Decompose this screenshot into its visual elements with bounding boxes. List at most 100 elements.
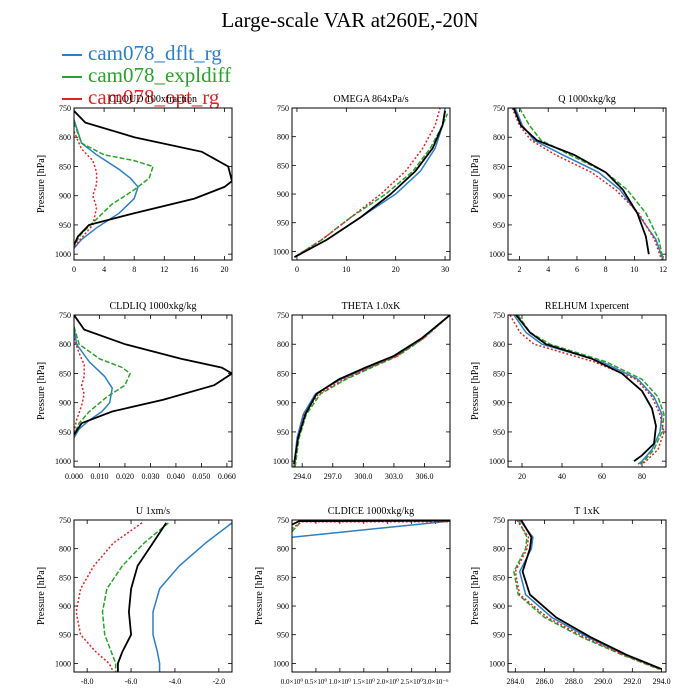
series-line-black — [74, 110, 232, 246]
x-tick-label: 20 — [392, 265, 400, 274]
legend-label: cam078_opt_rg — [88, 85, 220, 109]
y-axis-label: Pressure [hPa] — [36, 155, 47, 213]
series-line-dflt — [292, 520, 450, 538]
x-tick-label: -2.0 — [212, 677, 225, 686]
series-line-dflt — [514, 108, 664, 260]
x-tick-label: 2.0×10⁰ — [376, 678, 399, 686]
y-tick-label: 750 — [59, 311, 71, 320]
chart-panel-7: U 1xm/s Pressure [hPa] 750 800 850 900 950 1000… — [36, 506, 233, 686]
legend-item-opt: cam078_opt_rg — [62, 86, 219, 108]
x-tick-label: -6.0 — [125, 677, 138, 686]
series-line-dflt — [293, 315, 450, 467]
x-tick-label: 4 — [546, 265, 550, 274]
y-tick-label: 1000 — [55, 659, 71, 668]
x-tick-label: 8 — [604, 265, 608, 274]
y-tick-label: 950 — [493, 631, 505, 640]
y-tick-label: 950 — [59, 428, 71, 437]
panel-title: CLDICE 1000xkg/kg — [328, 506, 414, 517]
series-line-opt — [293, 315, 450, 467]
y-tick-label: 750 — [59, 516, 71, 525]
x-tick-label: 80 — [638, 472, 646, 481]
y-tick-label: 900 — [277, 602, 289, 611]
legend-label: cam078_expldiff — [88, 63, 232, 87]
series-line-opt — [75, 522, 143, 672]
x-tick-label: 294.0 — [653, 677, 671, 686]
panel-frame — [73, 519, 233, 673]
series-line-opt — [294, 108, 441, 258]
legend-item-expldiff: cam078_expldiff — [62, 64, 231, 86]
series-line-opt — [514, 520, 661, 670]
chart-panel-2: OMEGA 864xPa/s 750 800 850 900 950 1000 0 10 20 30 — [273, 94, 451, 274]
panel-frame — [507, 107, 667, 261]
legend-swatch — [62, 76, 82, 79]
panel-title: THETA 1.0xK — [342, 301, 401, 312]
legend-label: cam078_dflt_rg — [88, 41, 222, 65]
y-tick-label: 750 — [493, 311, 505, 320]
y-tick-label: 1000 — [55, 250, 71, 259]
series-line-dflt — [74, 326, 113, 439]
y-tick-label: 850 — [493, 369, 505, 378]
x-tick-label: 1.0×10⁰ — [329, 678, 352, 686]
y-tick-label: 800 — [277, 133, 289, 142]
series-line-dflt — [152, 522, 232, 672]
x-tick-label: 6 — [575, 265, 579, 274]
panel-title: T 1xK — [574, 506, 600, 517]
series-line-expldiff — [517, 315, 665, 465]
y-tick-label: 1000 — [489, 457, 505, 466]
y-tick-label: 1000 — [489, 659, 505, 668]
y-tick-label: 950 — [277, 219, 289, 228]
x-tick-label: 16 — [190, 265, 198, 274]
x-tick-label: 306.0 — [416, 472, 434, 481]
y-tick-label: 900 — [277, 399, 289, 408]
y-tick-label: 950 — [493, 221, 505, 230]
chart-panel-1: CLOUD 100xfraction Pressure [hPa] 750 800 85… — [36, 94, 233, 274]
series-line-expldiff — [294, 315, 450, 467]
y-tick-label: 750 — [277, 104, 289, 113]
x-tick-label: 0.010 — [90, 472, 108, 481]
series-line-black — [293, 315, 450, 465]
y-tick-label: 800 — [277, 545, 289, 554]
x-tick-label: 292.0 — [623, 677, 641, 686]
page-title: Large-scale VAR at260E,-20N — [221, 8, 479, 32]
y-axis-label: Pressure [hPa] — [254, 567, 265, 625]
series-line-expldiff — [513, 520, 659, 670]
y-tick-label: 800 — [59, 545, 71, 554]
x-tick-label: 3.0×10⁻⁶ — [423, 678, 449, 686]
x-tick-label: 0.5×10⁰ — [305, 678, 328, 686]
y-tick-label: 850 — [59, 369, 71, 378]
panel-title: CLOUD 100xfraction — [109, 94, 197, 105]
chart-panel-5: THETA 1.0xK 750 800 850 900 950 1000 294.0 297.0… — [273, 301, 451, 481]
y-tick-label: 1000 — [489, 250, 505, 259]
x-tick-label: 2.5×10⁰ — [400, 678, 423, 686]
x-tick-label: 10 — [342, 265, 350, 274]
panel-frame — [73, 107, 233, 261]
series-line-opt — [511, 108, 663, 260]
panel-frame — [291, 107, 451, 261]
series-line-dflt — [518, 520, 662, 670]
x-tick-label: 0.000 — [65, 472, 83, 481]
y-tick-label: 900 — [59, 192, 71, 201]
y-axis-label: Pressure [hPa] — [36, 567, 47, 625]
x-tick-label: 8 — [132, 265, 136, 274]
x-tick-label: 286.0 — [536, 677, 554, 686]
series-line-dflt — [74, 119, 139, 249]
y-tick-label: 900 — [59, 399, 71, 408]
panel-title: OMEGA 864xPa/s — [333, 94, 408, 105]
y-tick-label: 900 — [493, 399, 505, 408]
y-tick-label: 850 — [277, 161, 289, 170]
x-tick-label: 10 — [630, 265, 638, 274]
x-tick-label: 1.5×10⁰ — [353, 678, 376, 686]
y-tick-label: 850 — [59, 573, 71, 582]
series-line-black — [117, 522, 167, 672]
legend-item-dflt: cam078_dflt_rg — [62, 42, 222, 64]
chart-panel-4: CLDLIQ 1000xkg/kg Pressure [hPa] 750 800 850… — [36, 301, 236, 481]
y-tick-label: 800 — [59, 133, 71, 142]
panel-frame — [291, 519, 451, 673]
y-tick-label: 950 — [493, 428, 505, 437]
y-axis-label: Pressure [hPa] — [36, 362, 47, 420]
y-tick-label: 750 — [59, 104, 71, 113]
x-tick-label: 20 — [220, 265, 228, 274]
y-tick-label: 850 — [493, 162, 505, 171]
series-line-opt — [509, 315, 665, 465]
